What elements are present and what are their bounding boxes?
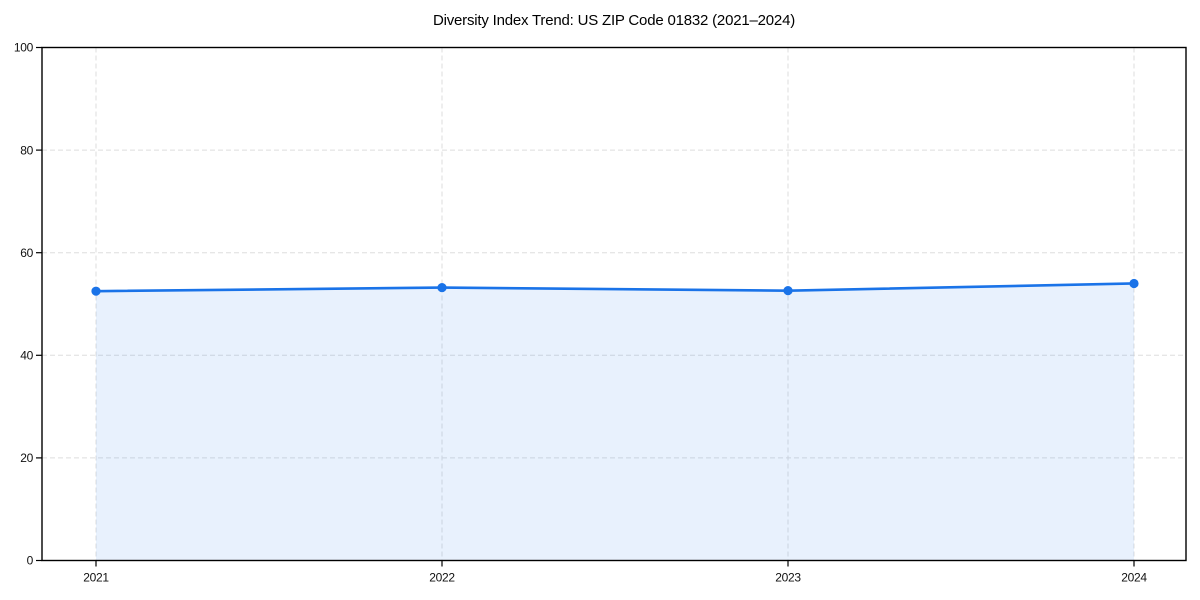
y-axis-tick-label: 20 (20, 451, 33, 465)
trend-line (94, 282, 1136, 293)
x-axis-tick-label: 2021 (83, 571, 109, 585)
y-axis-tick-label: 100 (14, 41, 34, 55)
chart-title: Diversity Index Trend: US ZIP Code 01832… (432, 12, 796, 29)
x-axis-tick-label: 2023 (775, 571, 801, 585)
data-point-marker (437, 282, 447, 293)
area-fill (96, 283, 1134, 561)
y-axis-tick-label: 60 (20, 246, 33, 260)
data-point-marker (783, 286, 793, 296)
x-axis-tick-label: 2022 (429, 571, 455, 585)
plot-border (41, 46, 1187, 562)
data-point-marker (91, 286, 101, 296)
y-axis-tick-label: 40 (20, 349, 33, 363)
x-axis-tick-label: 2024 (1121, 571, 1147, 585)
y-axis-tick-label: 80 (20, 143, 33, 157)
y-axis-tick-label: 0 (27, 554, 34, 568)
data-point-marker (1129, 278, 1139, 289)
